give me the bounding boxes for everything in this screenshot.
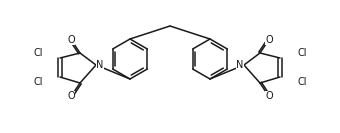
Text: O: O (67, 91, 75, 101)
Text: O: O (265, 91, 273, 101)
Text: O: O (265, 35, 273, 45)
Text: Cl: Cl (33, 77, 43, 87)
Text: N: N (96, 60, 104, 70)
Text: Cl: Cl (297, 77, 307, 87)
Text: N: N (236, 60, 244, 70)
Text: Cl: Cl (33, 48, 43, 58)
Text: O: O (67, 35, 75, 45)
Text: Cl: Cl (297, 48, 307, 58)
